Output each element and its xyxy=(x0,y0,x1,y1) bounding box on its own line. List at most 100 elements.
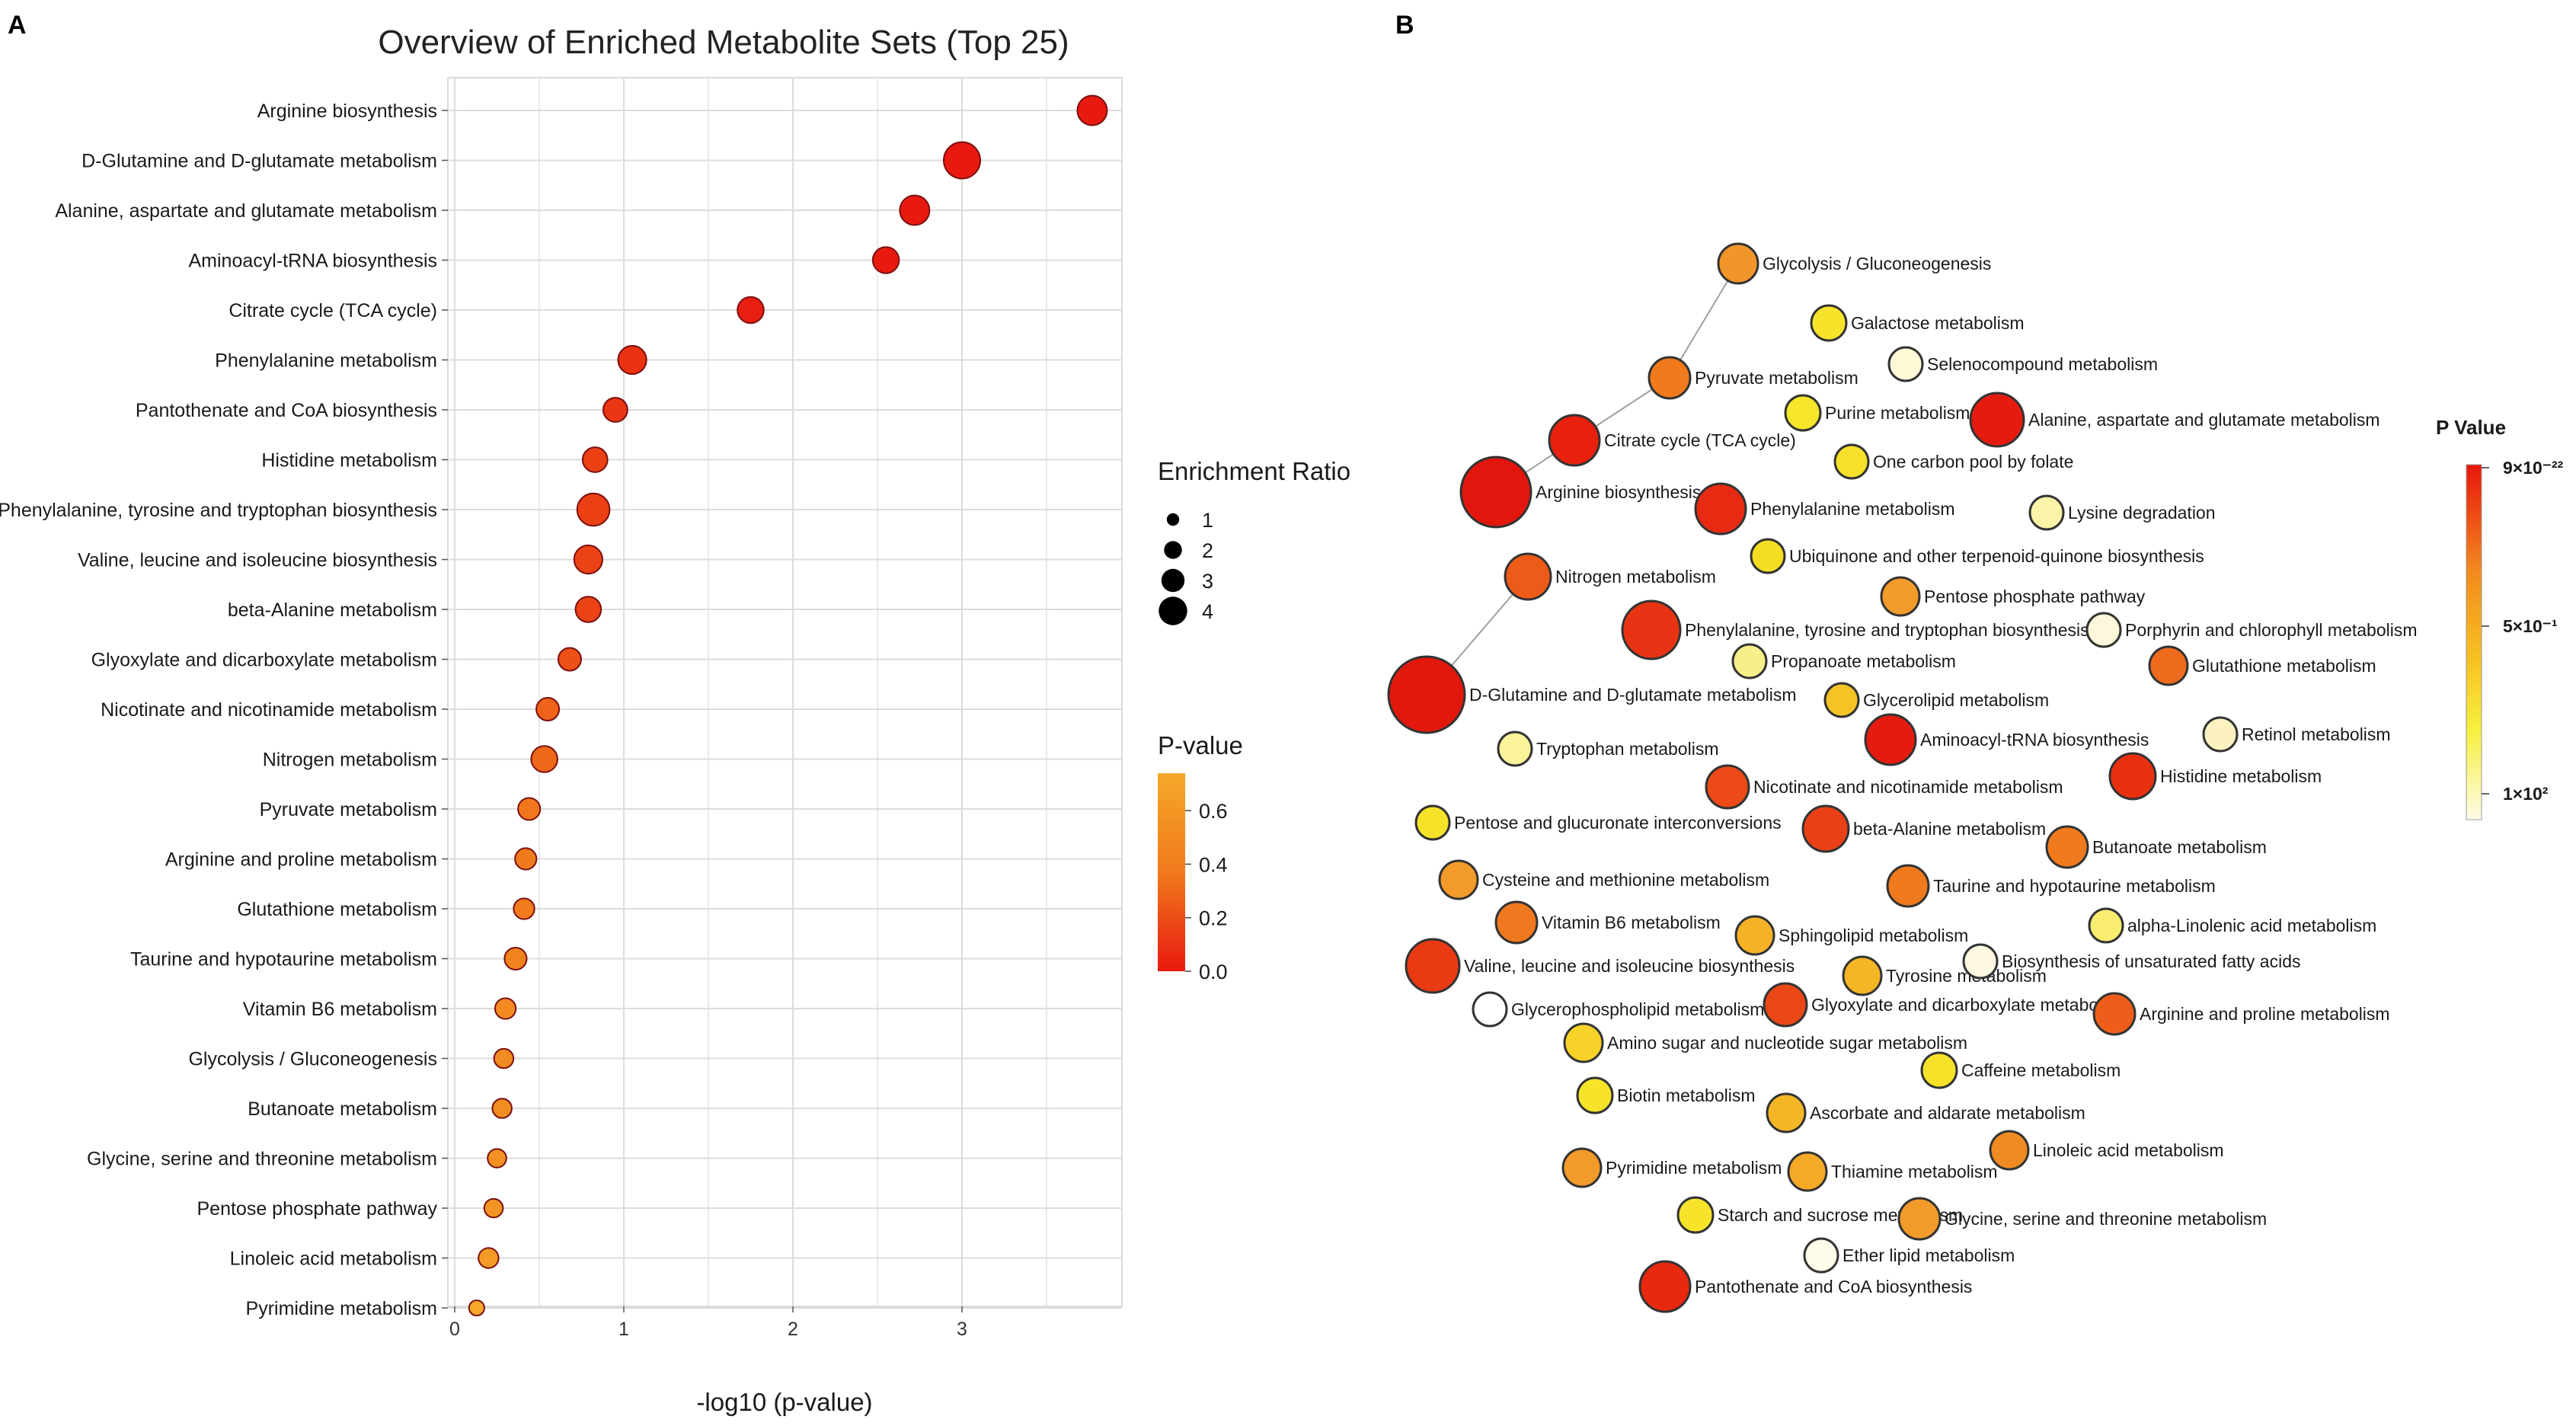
node-label: alpha-Linolenic acid metabolism xyxy=(2127,916,2376,935)
node-circle xyxy=(2045,825,2089,869)
node-label: Lysine degradation xyxy=(2068,503,2216,523)
node-label: One carbon pool by folate xyxy=(1873,452,2073,472)
node-circle xyxy=(1459,456,1532,529)
node-label: Arginine and proline metabolism xyxy=(2140,1004,2390,1024)
node-circle xyxy=(2028,494,2065,531)
category-label: Arginine and proline metabolism xyxy=(165,849,437,871)
node-label: Arginine biosynthesis xyxy=(1536,482,1701,502)
node-circle xyxy=(1880,576,1921,617)
network-node: Pentose and glucuronate interconversions xyxy=(1414,804,1782,841)
data-point xyxy=(535,697,561,721)
node-circle xyxy=(1387,655,1466,734)
node-circle xyxy=(1766,1092,1807,1133)
category-label: Linoleic acid metabolism xyxy=(230,1249,437,1270)
colorbar-tick-label: 0.6 xyxy=(1199,800,1228,823)
node-label: Valine, leucine and isoleucine biosynthe… xyxy=(1464,956,1795,976)
node-label: Phenylalanine metabolism xyxy=(1750,499,1955,519)
size-legend-label: 2 xyxy=(1202,539,1213,562)
node-circle xyxy=(1787,1151,1828,1192)
data-point xyxy=(530,745,558,773)
node-label: Pantothenate and CoA biosynthesis xyxy=(1695,1277,1972,1297)
network-node: Arginine biosynthesis xyxy=(1459,456,1701,529)
network-node: Alanine, aspartate and glutamate metabol… xyxy=(1969,392,2380,448)
category-label: Aminoacyl-tRNA biosynthesis xyxy=(188,251,437,272)
x-tick-label: 3 xyxy=(957,1319,967,1340)
network-node: One carbon pool by folate xyxy=(1833,443,2073,480)
node-label: Propanoate metabolism xyxy=(1771,651,1956,671)
node-circle xyxy=(1803,1237,1839,1274)
node-circle xyxy=(1638,1260,1692,1313)
network-node: Valine, leucine and isoleucine biosynthe… xyxy=(1405,938,1795,994)
category-label: Nitrogen metabolism xyxy=(263,750,437,771)
network-node: Ubiquinone and other terpenoid-quinone b… xyxy=(1750,538,2204,574)
size-legend-label: 1 xyxy=(1202,509,1213,532)
enrichment-ratio-legend: Enrichment Ratio 1 2 3 4 xyxy=(1158,457,1350,625)
node-circle xyxy=(1842,955,1883,996)
node-circle xyxy=(1920,1051,1958,1089)
category-label: Citrate cycle (TCA cycle) xyxy=(229,300,437,321)
node-label: beta-Alanine metabolism xyxy=(1853,819,2046,839)
node-circle xyxy=(1472,991,1508,1028)
size-legend-dot xyxy=(1159,596,1187,625)
network-node: Pyruvate metabolism xyxy=(1648,356,1858,400)
data-point xyxy=(513,897,535,920)
size-legend-label: 3 xyxy=(1202,570,1213,593)
network-node: alpha-Linolenic acid metabolism xyxy=(2088,907,2376,944)
category-label: Pyruvate metabolism xyxy=(260,799,437,820)
x-axis-title: -log10 (p-value) xyxy=(696,1388,872,1416)
node-circle xyxy=(1833,443,1870,480)
network-node: Pentose phosphate pathway xyxy=(1880,576,2146,617)
category-label: Histidine metabolism xyxy=(261,450,437,472)
node-label: Pyrimidine metabolism xyxy=(1606,1158,1782,1178)
x-tick-label: 0 xyxy=(449,1319,460,1340)
node-circle xyxy=(1962,943,1999,980)
node-circle xyxy=(1989,1130,2030,1171)
node-label: Pyruvate metabolism xyxy=(1695,368,1858,388)
node-circle xyxy=(1887,346,1924,382)
node-label: D-Glutamine and D-glutamate metabolism xyxy=(1469,685,1797,705)
size-legend-dot xyxy=(1164,541,1182,559)
data-points xyxy=(468,94,1108,1317)
node-circle xyxy=(1763,982,1808,1028)
network-node: Cysteine and methionine metabolism xyxy=(1438,859,1769,900)
node-circle xyxy=(1750,538,1786,574)
data-point xyxy=(557,647,582,672)
panel-b-network: B Glycolysis / Gluconeogenesis Galactose … xyxy=(1387,11,2564,1313)
category-label: Pantothenate and CoA biosynthesis xyxy=(136,400,437,421)
node-label: Glyoxylate and dicarboxylate metabolism xyxy=(1811,995,2130,1015)
node-label: Glycerophospholipid metabolism xyxy=(1511,999,1764,1019)
network-node: Selenocompound metabolism xyxy=(1887,346,2158,382)
network-colorbar xyxy=(2466,464,2482,820)
data-point xyxy=(899,194,931,226)
node-label: Glycine, serine and threonine metabolism xyxy=(1945,1209,2267,1229)
data-point xyxy=(943,141,981,180)
network-node: Glutathione metabolism xyxy=(2148,645,2376,686)
category-label: Valine, leucine and isoleucine biosynthe… xyxy=(78,550,437,571)
node-circle xyxy=(1784,394,1822,432)
network-node: Lysine degradation xyxy=(2028,494,2216,531)
size-legend-dot xyxy=(1166,513,1180,526)
category-label: beta-Alanine metabolism xyxy=(228,599,437,621)
node-circle xyxy=(1561,1147,1603,1188)
node-label: Selenocompound metabolism xyxy=(1927,354,2158,374)
network-node: Citrate cycle (TCA cycle) xyxy=(1548,414,1796,467)
node-label: Citrate cycle (TCA cycle) xyxy=(1604,430,1796,450)
network-node: Glycine, serine and threonine metabolism xyxy=(1897,1197,2267,1241)
node-label: Tryptophan metabolism xyxy=(1536,739,1718,759)
node-circle xyxy=(1705,764,1750,810)
node-label: Linoleic acid metabolism xyxy=(2033,1140,2224,1160)
panel-a-dot-plot: A Overview of Enriched Metabolite Sets (… xyxy=(0,11,1350,1416)
category-label: Glycolysis / Gluconeogenesis xyxy=(188,1049,437,1070)
network-node: beta-Alanine metabolism xyxy=(1801,804,2046,853)
plot-area xyxy=(447,77,1123,1307)
node-label: Retinol metabolism xyxy=(2242,724,2391,744)
network-node: Ether lipid metabolism xyxy=(1803,1237,2015,1274)
node-label: Alanine, aspartate and glutamate metabol… xyxy=(2028,410,2380,430)
network-node: Vitamin B6 metabolism xyxy=(1494,900,1721,945)
node-label: Aminoacyl-tRNA biosynthesis xyxy=(1920,730,2149,750)
panel-label-a: A xyxy=(8,11,27,40)
network-node: Taurine and hypotaurine metabolism xyxy=(1886,864,2216,908)
network-node: Glycerophospholipid metabolism xyxy=(1472,991,1764,1028)
category-label: Glutathione metabolism xyxy=(237,899,437,920)
node-label: Porphyrin and chlorophyll metabolism xyxy=(2125,620,2418,640)
